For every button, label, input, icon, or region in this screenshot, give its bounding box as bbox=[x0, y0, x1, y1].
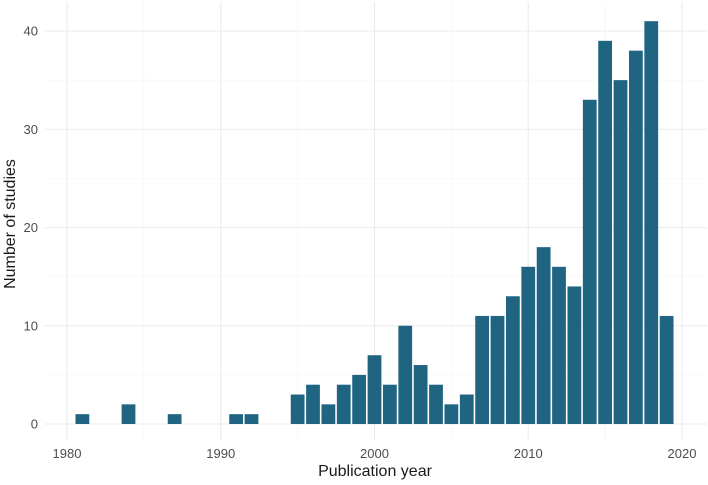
x-axis-title: Publication year bbox=[318, 463, 433, 480]
bar-2007 bbox=[475, 315, 490, 424]
y-tick-label: 30 bbox=[24, 122, 38, 137]
x-tick-label: 1990 bbox=[206, 446, 235, 461]
bar-2018 bbox=[644, 21, 659, 425]
y-axis-ticks: 0 10 20 30 40 bbox=[24, 24, 38, 432]
bar-2008 bbox=[490, 315, 505, 424]
bar-1984 bbox=[121, 404, 136, 424]
y-tick-label: 10 bbox=[24, 318, 38, 333]
bar-1992 bbox=[244, 414, 259, 424]
bar-2000 bbox=[367, 355, 382, 424]
x-tick-label: 2000 bbox=[360, 446, 389, 461]
bar-2003 bbox=[413, 365, 428, 424]
bar-2015 bbox=[598, 40, 613, 424]
bar-2010 bbox=[521, 266, 536, 424]
bar-2005 bbox=[444, 404, 459, 424]
x-tick-label: 2010 bbox=[514, 446, 543, 461]
bar-2013 bbox=[567, 286, 582, 424]
bar-2016 bbox=[613, 80, 628, 425]
y-tick-label: 20 bbox=[24, 220, 38, 235]
bar-2017 bbox=[628, 50, 643, 425]
bar-1987 bbox=[167, 414, 182, 424]
bar-1996 bbox=[306, 384, 320, 424]
x-tick-label: 2020 bbox=[668, 446, 697, 461]
bar-2011 bbox=[536, 247, 551, 424]
bar-1981 bbox=[75, 414, 90, 424]
y-tick-label: 0 bbox=[31, 417, 38, 432]
bar-2004 bbox=[429, 384, 443, 424]
bar-2012 bbox=[552, 266, 566, 424]
y-axis-title: Number of studies bbox=[2, 159, 19, 289]
bar-2001 bbox=[382, 384, 397, 424]
bar-2009 bbox=[505, 296, 520, 424]
bar-2014 bbox=[582, 99, 597, 424]
bars bbox=[75, 21, 674, 425]
bar-1997 bbox=[321, 404, 336, 424]
bar-2002 bbox=[398, 325, 413, 424]
x-tick-label: 1980 bbox=[53, 446, 82, 461]
y-tick-label: 40 bbox=[24, 24, 38, 39]
bar-1995 bbox=[290, 394, 305, 424]
bar-1991 bbox=[229, 414, 244, 424]
x-axis-ticks: 1980 1990 2000 2010 2020 bbox=[53, 446, 697, 461]
bar-2019 bbox=[659, 315, 674, 424]
bar-2006 bbox=[459, 394, 474, 424]
bar-1999 bbox=[352, 374, 367, 425]
bar-1998 bbox=[336, 384, 351, 424]
